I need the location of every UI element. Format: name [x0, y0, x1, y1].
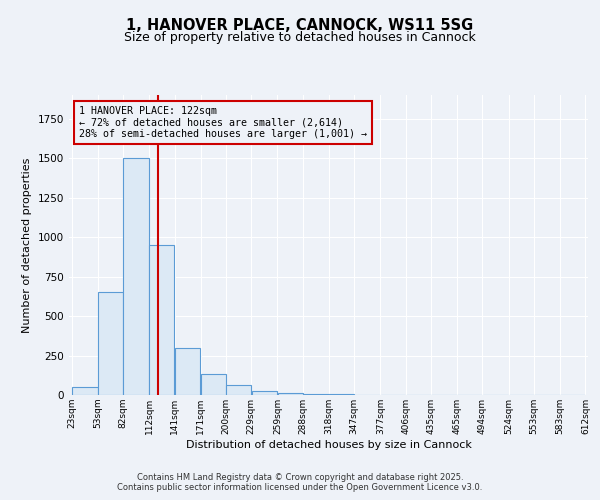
Bar	[123, 158, 149, 395]
Bar	[226, 384, 251, 395]
Bar	[329, 394, 354, 395]
Bar	[98, 292, 123, 395]
Bar	[278, 392, 302, 395]
Y-axis label: Number of detached properties: Number of detached properties	[22, 158, 32, 332]
Bar	[201, 374, 226, 395]
X-axis label: Distribution of detached houses by size in Cannock: Distribution of detached houses by size …	[185, 440, 472, 450]
Text: 1, HANOVER PLACE, CANNOCK, WS11 5SG: 1, HANOVER PLACE, CANNOCK, WS11 5SG	[127, 18, 473, 32]
Text: 1 HANOVER PLACE: 122sqm
← 72% of detached houses are smaller (2,614)
28% of semi: 1 HANOVER PLACE: 122sqm ← 72% of detache…	[79, 106, 367, 138]
Bar	[303, 394, 329, 395]
Bar	[175, 348, 200, 395]
Bar	[149, 245, 175, 395]
Bar	[251, 391, 277, 395]
Text: Contains HM Land Registry data © Crown copyright and database right 2025.
Contai: Contains HM Land Registry data © Crown c…	[118, 473, 482, 492]
Text: Size of property relative to detached houses in Cannock: Size of property relative to detached ho…	[124, 31, 476, 44]
Bar	[72, 387, 98, 395]
